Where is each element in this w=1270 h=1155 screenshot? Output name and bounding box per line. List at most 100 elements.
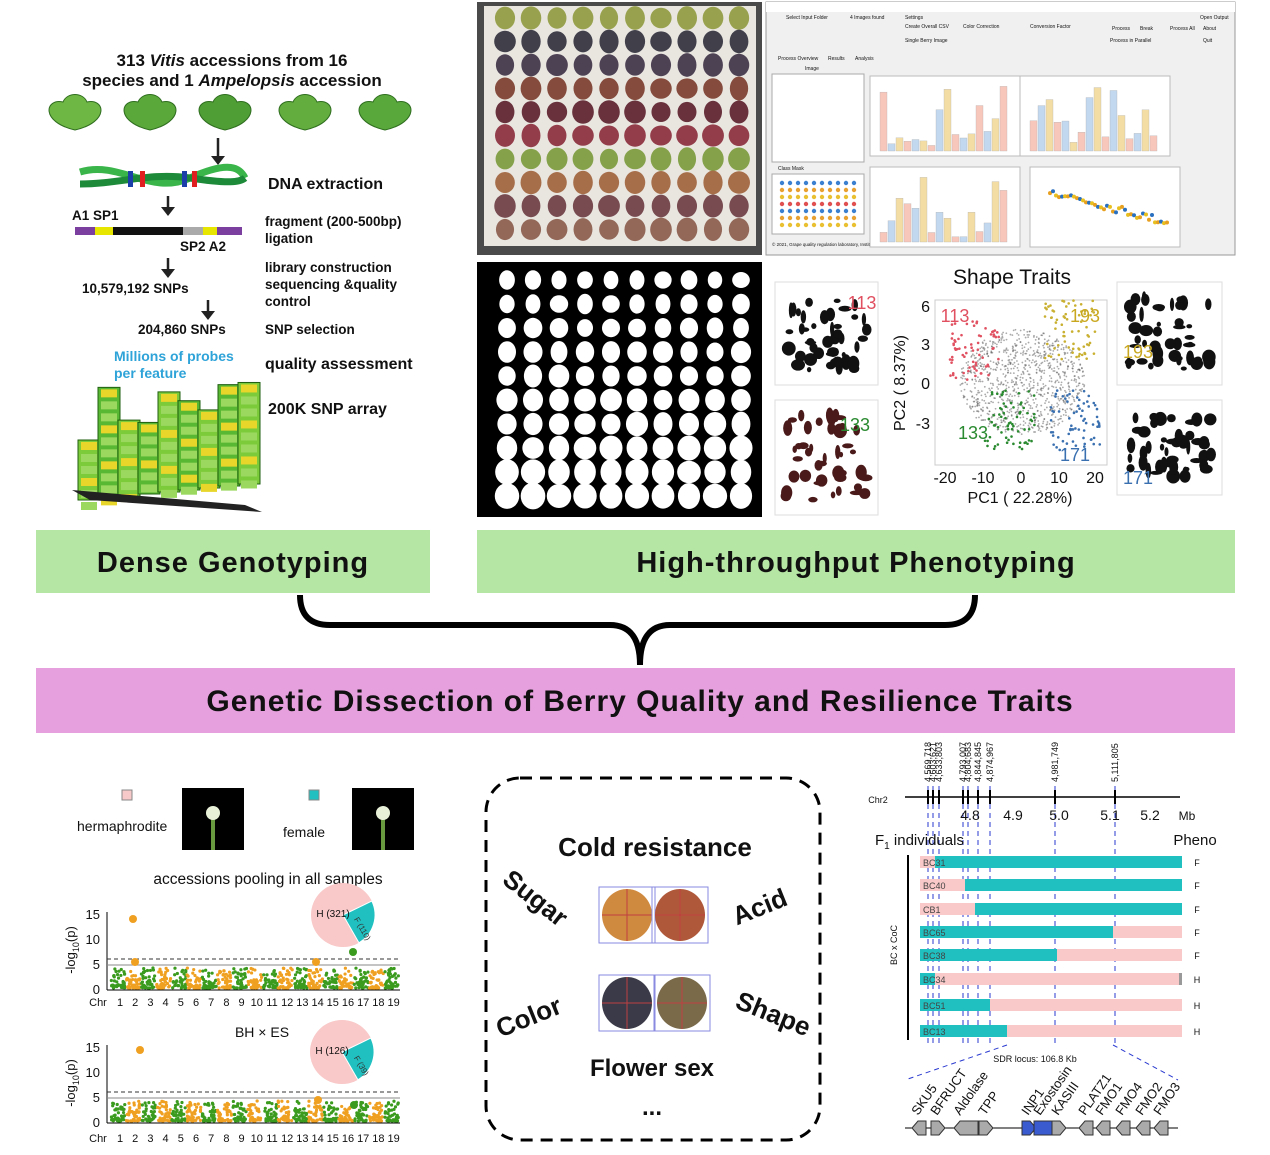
berry-shape [835,486,842,496]
mask-dot [827,208,833,214]
berry [547,124,567,147]
berry-shape [1182,466,1189,480]
snp [305,1111,309,1116]
pca-cluster-point [986,444,989,448]
snp [158,967,162,971]
y-tick-label: 0 [93,1115,100,1130]
gene-arrow [1021,1120,1037,1136]
pca-point [1008,358,1011,361]
pca-point [1009,393,1012,396]
trait-box [484,776,822,1142]
berry-mask [704,460,726,484]
pca-point [1005,347,1008,350]
snp [116,976,121,980]
pca-cluster-point [1017,391,1021,395]
y-tick-label: -3 [916,416,930,433]
chr-label: 2 [132,1133,138,1145]
berry-shape [1174,428,1183,443]
pca-cluster-point [963,355,966,359]
pca-point [1028,404,1030,406]
software-text: Color Correction [963,24,1000,30]
berry-mask [625,459,649,485]
pca-point [1019,427,1022,430]
berry-mask [498,318,516,338]
pca-point [1008,411,1011,414]
hist-bar [887,143,896,152]
pca-point [1040,377,1043,380]
snp-peak [129,915,137,923]
snp [377,978,381,982]
berry [521,29,541,54]
software-dot [1048,191,1052,196]
pca-point [975,352,978,355]
pca-point [963,388,966,391]
snp [212,981,216,985]
pca-cluster-point [1027,390,1030,393]
position-label: 4,793,007 [958,742,968,782]
snp [338,974,343,978]
pca-point [1006,398,1009,400]
array-cell [81,465,97,474]
snp [273,972,278,976]
berry [546,147,568,171]
pca-cluster-point [1082,345,1086,348]
pca-point [1016,414,1018,416]
berry-mask [624,483,650,509]
pca-point [994,342,997,345]
snp [241,1108,246,1112]
pca-point [961,377,964,380]
mask-dot [851,222,857,228]
berry-shape [1126,437,1136,454]
berry [651,101,671,123]
snp [271,985,275,990]
snp [193,973,197,978]
hist-bar [975,231,984,243]
pca-point [1037,424,1040,427]
mask-dot [779,187,785,193]
array-cell [221,434,237,443]
pca-point [1069,351,1072,354]
berry-mask [703,412,727,436]
berry [729,76,749,101]
pca-point [989,389,992,392]
snp [273,979,277,983]
berry-mask [574,459,596,485]
section-label: High-throughput Phenotyping [636,547,1075,579]
berry-shape [1139,306,1144,322]
mask-dot [787,222,793,228]
pca-point [987,413,990,416]
snp [317,985,321,989]
pca-point [1004,430,1007,433]
snp [340,1104,344,1109]
snp [387,968,392,972]
pca-cluster-point [1067,432,1071,436]
snp [326,1117,331,1121]
pca-point [1061,343,1063,346]
pca-point [977,391,979,394]
berry [494,194,516,218]
pca-point [1007,415,1010,418]
pca-cluster-point [990,390,994,394]
pca-cluster-point [1060,357,1063,361]
snp [168,1108,172,1112]
berry [599,6,619,30]
haplotype-segment [935,973,1179,985]
pca-cluster-point [1023,428,1026,431]
pca-point [1028,334,1030,336]
berry-mask [678,388,700,412]
chr-label: 14 [311,997,323,1009]
snp [307,1104,311,1108]
snp [269,982,273,986]
pca-point [1003,365,1006,368]
mask-dot [779,222,785,228]
berry [598,100,620,124]
snp [206,986,210,990]
pca-cluster-point [1049,406,1053,409]
pca-point [1052,413,1054,415]
snp [173,973,177,977]
berry-mask [573,483,597,509]
pca-cluster-point [1082,436,1085,440]
pca-point [1021,347,1024,350]
pca-point [1057,373,1060,376]
snp [313,975,317,979]
